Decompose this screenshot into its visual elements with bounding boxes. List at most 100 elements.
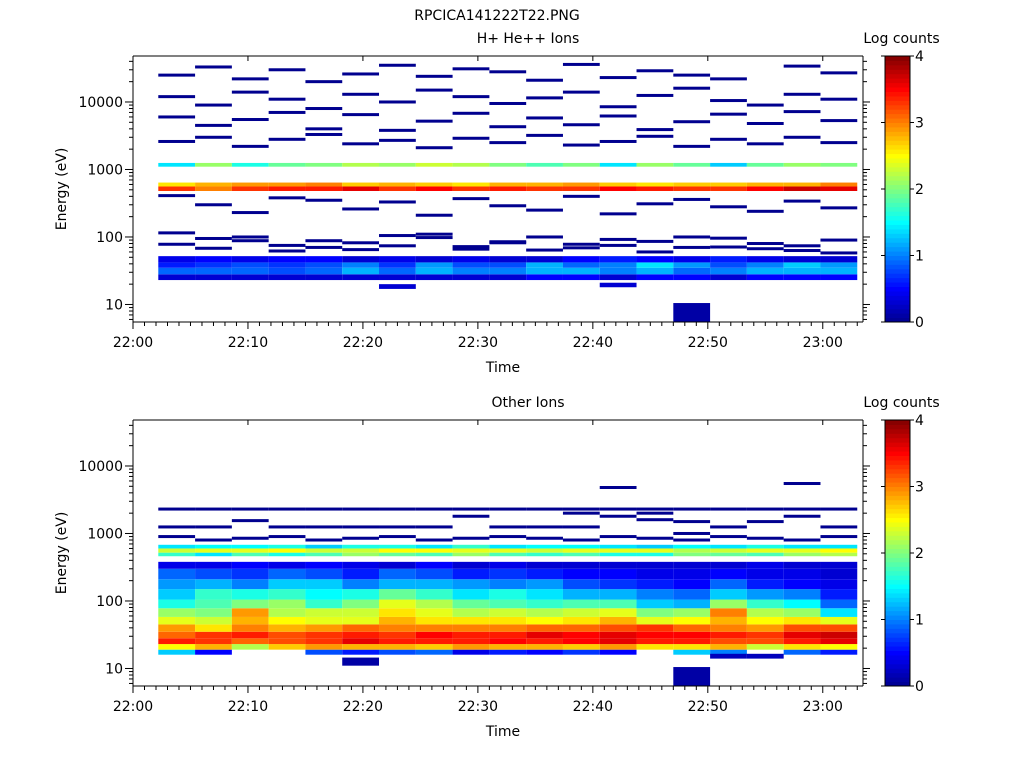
colorbar-segment [885,659,910,665]
heatmap-cell [415,162,453,167]
heatmap-cell [342,92,380,96]
heatmap-cell [195,599,232,609]
heatmap-cell [820,624,858,632]
heatmap-cell [710,561,747,569]
heatmap-cell [305,589,343,600]
heatmap-cell [710,535,747,539]
heatmap-cell [599,256,637,263]
heatmap-cell [379,535,416,539]
heatmap-cell [415,631,453,639]
heatmap-cell [231,544,269,549]
heatmap-cell [452,245,490,249]
heatmap-cell [710,624,747,632]
heatmap-cell [562,589,600,600]
heatmap-cell [562,616,600,625]
heatmap-cell [342,599,380,609]
colorbar-segment [885,592,910,598]
heatmap-cell [562,579,600,590]
heatmap-cell [231,118,269,122]
heatmap-cell [746,267,784,275]
heatmap-cell [636,186,674,191]
heatmap-cell [599,544,637,549]
heatmap-cell [710,77,747,81]
colorbar-segment [885,259,910,265]
heatmap-cell [489,608,527,617]
heatmap-cell [599,182,637,187]
colorbar-segment [885,495,910,501]
heatmap-cell [231,548,269,553]
heatmap-cell [195,236,232,240]
colorbar-segment [885,517,910,523]
heatmap-cell [452,95,490,99]
heatmap-cell [526,235,563,239]
heatmap-cell [305,548,343,553]
heatmap-cell [342,638,380,645]
heatmap-cell [342,274,380,281]
heatmap-cell [379,525,416,529]
x-tick-label: 22:40 [573,335,613,351]
heatmap-cell [379,182,416,187]
heatmap-cell [379,599,416,609]
heatmap-cell [636,599,674,609]
heatmap-cell [562,143,600,147]
colorbar-segment [885,317,910,323]
heatmap-cell [195,616,232,625]
heatmap-cell [195,552,232,557]
heatmap-cell [231,211,269,215]
heatmap-cell [599,114,637,118]
heatmap-cell [562,511,600,515]
heatmap-cell [415,186,453,191]
heatmap-cell [526,248,563,252]
heatmap-cell [636,608,674,617]
heatmap-cell [599,105,637,109]
heatmap-cell [158,139,196,143]
heatmap-cell [489,507,527,511]
heatmap-cell [562,644,600,650]
heatmap-cell [415,599,453,609]
colorbar-segment [885,56,910,61]
colorbar-segment [885,451,910,456]
heatmap-cell [268,162,306,167]
heatmap-cell [526,589,563,600]
colorbar-segment [885,251,910,256]
x-tick-label: 22:10 [228,699,268,715]
colorbar-segment [885,313,910,319]
heatmap-cell [636,239,674,243]
heatmap-cell [268,589,306,600]
heatmap-cell [673,667,711,686]
heatmap-cell [342,536,380,540]
colorbar-segment [885,268,910,274]
colorbar-segment [885,513,910,519]
heatmap-cell [415,548,453,553]
heatmap-cell [415,644,453,650]
heatmap-cell [342,267,380,275]
heatmap-cell [231,644,269,650]
heatmap-cell [489,535,527,539]
colorbar-segment [885,73,910,79]
heatmap-cell [342,561,380,569]
x-tick-label: 22:20 [343,699,383,715]
colorbar-segment [885,126,910,132]
heatmap-cell [562,525,600,529]
heatmap-cell [599,274,637,281]
colorbar-segment [885,490,910,496]
heatmap-cell [636,128,674,132]
heatmap-cell [305,267,343,275]
heatmap-cell [673,182,711,187]
heatmap-cell [231,638,269,645]
heatmap-cell [489,599,527,609]
heatmap-cell [158,194,196,198]
heatmap-cell [268,638,306,645]
heatmap-cell [599,507,637,511]
heatmap-cell [231,235,269,239]
heatmap-cell [526,274,563,281]
heatmap-cell [783,548,821,553]
panel-h-he-ions: H+ He++ Ions 22:00 22:10 22:20 22:30 22:40 22:… [54,31,940,376]
panel-title: H+ He++ Ions [477,31,580,47]
heatmap-cell [195,123,232,127]
heatmap-cell [710,579,747,590]
colorbar-segment [885,619,910,625]
heatmap-cell [268,110,306,114]
heatmap-cell [710,525,747,529]
heatmap-cell [710,548,747,553]
